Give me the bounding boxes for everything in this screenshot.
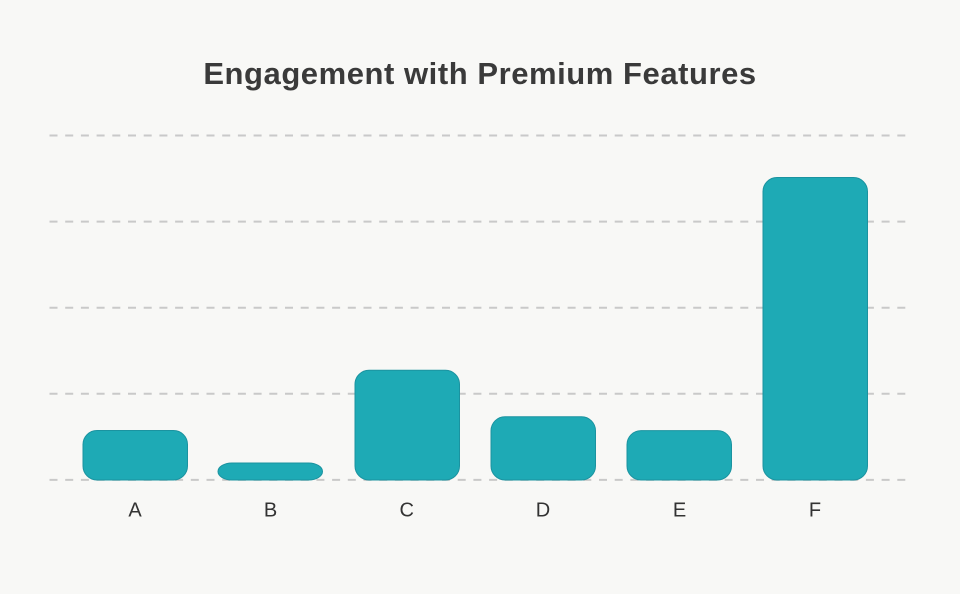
svg-text:E: E (673, 500, 686, 522)
svg-text:F: F (809, 500, 821, 522)
svg-text:B: B (264, 500, 277, 522)
svg-text:A: A (128, 500, 142, 522)
svg-text:C: C (399, 500, 413, 522)
svg-text:D: D (536, 500, 550, 522)
